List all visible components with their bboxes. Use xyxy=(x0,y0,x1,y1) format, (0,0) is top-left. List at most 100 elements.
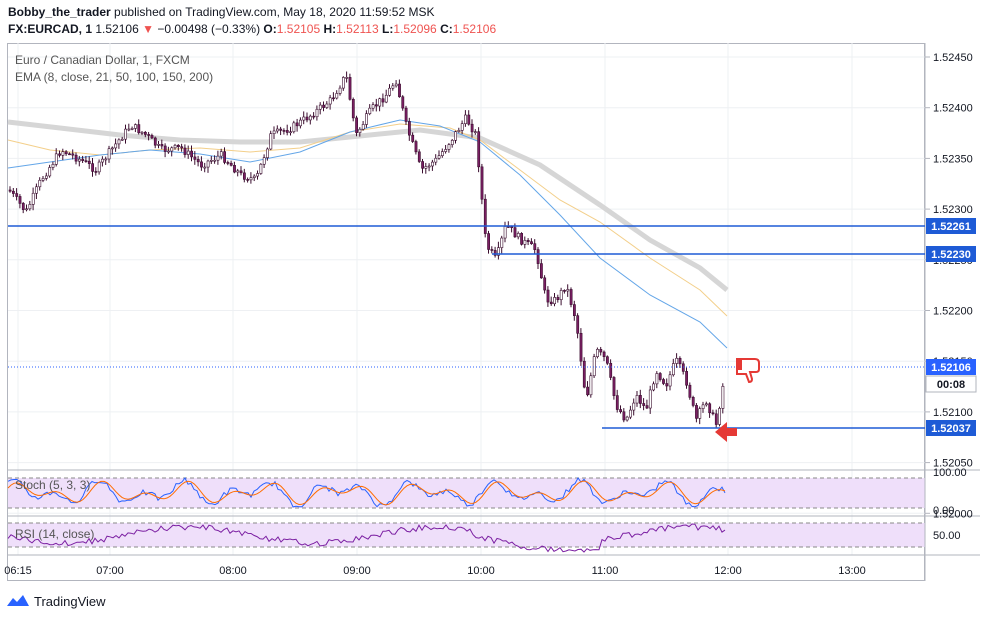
candle-body xyxy=(629,409,632,418)
candle-body xyxy=(609,362,613,378)
candle-body xyxy=(648,389,652,409)
candle-body xyxy=(219,151,223,157)
time-tick-label: 10:00 xyxy=(467,565,495,577)
candle-body xyxy=(91,163,95,172)
candle-body xyxy=(572,304,576,316)
candle-body xyxy=(678,357,682,365)
price-badge xyxy=(926,359,976,375)
candle-body xyxy=(12,190,15,194)
price-change: −0.00498 (−0.33%) xyxy=(157,22,261,36)
candle-body xyxy=(605,356,609,364)
symbol-name: FX:EURCAD, 1 xyxy=(8,22,93,36)
candle-body xyxy=(299,119,302,127)
candle-body xyxy=(599,349,603,353)
candle-body xyxy=(404,107,408,122)
candle-body xyxy=(252,175,256,178)
price-badge-label: 00:08 xyxy=(937,379,965,391)
candle-body xyxy=(553,297,557,305)
candle-body xyxy=(213,159,217,162)
candle-body xyxy=(388,87,392,96)
thumbs-down-icon[interactable] xyxy=(736,358,760,384)
candle-body xyxy=(44,175,48,179)
left-arrow-icon[interactable] xyxy=(715,422,737,442)
candle-body xyxy=(348,77,352,100)
ema-legend[interactable]: EMA (8, close, 21, 50, 100, 150, 200) xyxy=(15,70,214,84)
time-tick-label: 08:00 xyxy=(219,565,247,577)
candle-body xyxy=(289,131,293,134)
candle-body xyxy=(681,363,685,372)
candle-body xyxy=(427,165,431,168)
candle-body xyxy=(483,198,487,234)
candle-body xyxy=(698,408,702,419)
candle-body xyxy=(84,160,88,162)
candle-body xyxy=(533,243,537,250)
candle-body xyxy=(401,96,405,109)
candle-body xyxy=(546,289,550,303)
candle-body xyxy=(256,173,260,177)
time-tick-label: 09:00 xyxy=(343,565,371,577)
candle-body xyxy=(137,124,141,134)
candle-body xyxy=(233,165,236,173)
candle-body xyxy=(582,360,586,388)
candle-body xyxy=(114,143,118,149)
stoch-legend[interactable]: Stoch (5, 3, 3) xyxy=(15,478,91,492)
rsi-legend[interactable]: RSI (14, close) xyxy=(15,527,95,541)
candle-body xyxy=(28,204,32,210)
candle-body xyxy=(497,247,500,256)
candle-body xyxy=(101,158,104,163)
candle-body xyxy=(556,297,560,300)
candle-body xyxy=(638,395,642,404)
candle-body xyxy=(685,371,689,386)
rsi-line xyxy=(7,523,726,553)
low-value: 1.52096 xyxy=(393,22,437,36)
candle-body xyxy=(239,170,243,174)
candle-body xyxy=(196,159,200,163)
tradingview-logo-icon xyxy=(7,595,29,606)
candle-body xyxy=(285,130,289,133)
candle-body xyxy=(711,412,715,415)
candle-body xyxy=(708,403,712,414)
ema-slow-line xyxy=(7,119,729,292)
candle-body xyxy=(200,161,203,168)
candle-body xyxy=(447,144,451,150)
candle-body xyxy=(246,179,250,181)
candle-body xyxy=(183,147,187,155)
price-badge xyxy=(925,375,977,393)
price-tick-label: 1.52000 xyxy=(933,508,973,520)
stoch-tick-100: 100.00 xyxy=(933,467,967,479)
candle-body xyxy=(407,121,411,136)
candle-body xyxy=(688,384,692,398)
candle-body xyxy=(652,383,656,391)
candle-body xyxy=(559,290,563,300)
price-tick-label: 1.52100 xyxy=(933,407,973,419)
candle-body xyxy=(662,379,665,384)
candle-body xyxy=(714,413,718,425)
candle-body xyxy=(308,115,312,121)
candle-body xyxy=(424,166,428,169)
candle-body xyxy=(675,357,679,364)
candle-body xyxy=(104,158,108,161)
candle-body xyxy=(394,83,398,87)
candle-body xyxy=(78,158,81,162)
time-tick-label: 13:00 xyxy=(838,565,866,577)
price-tick-label: 1.52200 xyxy=(933,306,973,318)
candle-body xyxy=(25,208,29,211)
candle-body xyxy=(625,416,629,421)
footer-brand[interactable]: TradingView xyxy=(6,590,106,612)
author-name[interactable]: Bobby_the_trader xyxy=(8,5,111,19)
candle-body xyxy=(147,134,151,136)
candle-body xyxy=(381,98,385,103)
candle-body xyxy=(374,104,378,107)
candle-body xyxy=(58,153,62,156)
candle-body xyxy=(526,240,530,242)
candle-body xyxy=(180,146,184,149)
candle-body xyxy=(589,375,593,396)
time-axis-ticks: 06:15 07:00 08:00 09:00 10:00 11:00 12:00 13:00 xyxy=(4,565,866,577)
price-tick-label: 1.52050 xyxy=(933,458,973,470)
price-badge-label: 1.52230 xyxy=(931,249,971,261)
candle-body xyxy=(701,404,705,409)
price-tick-label: 1.52400 xyxy=(933,103,973,115)
candle-body xyxy=(203,166,207,169)
candle-body xyxy=(249,177,253,181)
